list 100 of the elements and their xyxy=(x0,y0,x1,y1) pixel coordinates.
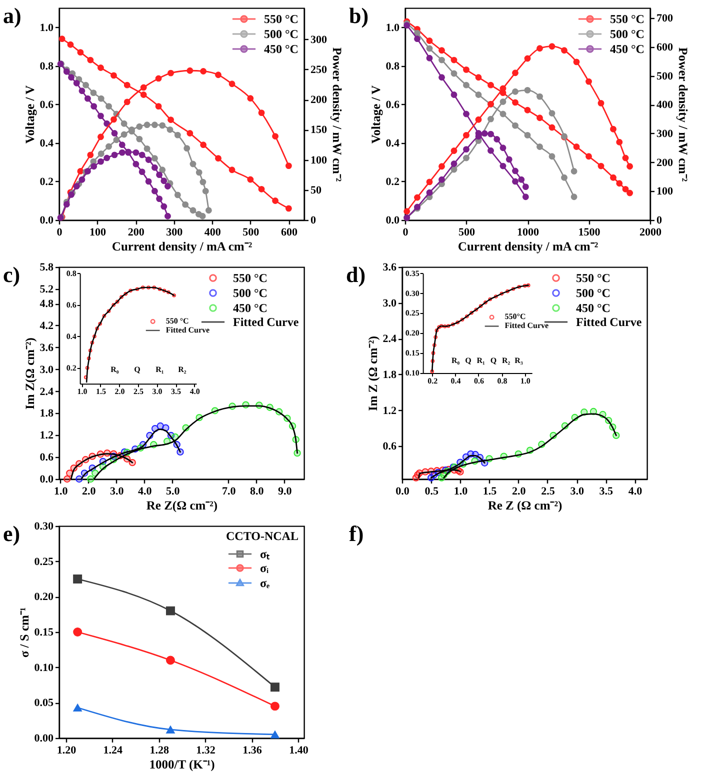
x-axis-title: Re Z (Ω cm⁻²) xyxy=(488,498,562,512)
x-tick-label: 200 xyxy=(128,226,145,238)
legend-title: CCTO-NCAL xyxy=(226,529,298,543)
x-tick-label: 1500 xyxy=(578,226,601,238)
annotation: R₂ xyxy=(178,364,187,374)
chart-title: d) xyxy=(346,262,366,287)
x-tick-label: 1.0 xyxy=(520,376,530,386)
y-tick-label: 0.6 xyxy=(386,98,400,111)
x-axis-title: Current density / mA cm⁻² xyxy=(112,240,252,254)
x-tick-label: 1.32 xyxy=(196,744,216,756)
chart-title: c) xyxy=(3,262,20,287)
y2-tick-label: 700 xyxy=(656,12,674,25)
legend-label: 550 °C xyxy=(610,12,644,26)
x-tick-label: 1.36 xyxy=(242,744,262,756)
y-tick-label: 3.0 xyxy=(40,364,54,376)
legend-label: 450 °C xyxy=(576,301,610,315)
chart-title: b) xyxy=(349,3,369,28)
y-tick-label: 0.4 xyxy=(386,137,400,150)
legend-label: 550 °C xyxy=(166,316,190,326)
x-tick-label: 1.0 xyxy=(77,387,88,396)
y-tick-label: 1.2 xyxy=(40,430,54,442)
x-axis-title: 1000/T (K⁻¹) xyxy=(149,758,215,772)
x-tick-label: 8.0 xyxy=(250,486,264,498)
x-tick-label: 500 xyxy=(458,226,476,238)
x-tick-label: 5.0 xyxy=(166,486,180,498)
x-tick-label: 7.0 xyxy=(222,486,236,498)
legend-label: 450 °C xyxy=(610,42,644,56)
x-tick-label: 300 xyxy=(166,226,184,238)
y-tick-label: 1.0 xyxy=(386,22,400,34)
y2-tick-label: 150 xyxy=(310,124,328,136)
y-tick-label: 0.0 xyxy=(386,214,400,226)
legend-label: 550°C xyxy=(504,312,526,322)
y-tick-label: 1.2 xyxy=(382,404,397,417)
y2-tick-label: 50 xyxy=(310,184,322,196)
y-tick-label: 0.20 xyxy=(405,328,420,338)
y-tick-label: 0.10 xyxy=(405,368,420,378)
chart-title: e) xyxy=(3,521,20,546)
y-tick-label: 0.15 xyxy=(405,348,420,358)
y-tick-label: 0.6 xyxy=(40,98,54,111)
annotation: R₁ xyxy=(156,364,164,374)
y-tick-label: 3.6 xyxy=(382,262,397,274)
x-tick-label: 1.40 xyxy=(289,744,309,756)
y2-tick-label: 0 xyxy=(656,214,662,226)
y-tick-label: 4.2 xyxy=(40,320,54,332)
y-tick-label: 1.8 xyxy=(382,368,397,381)
y-tick-label: 5.8 xyxy=(40,262,54,274)
y-axis-title: Im Z (Ω cm⁻²) xyxy=(366,336,380,412)
y-tick-label: 0.25 xyxy=(405,308,420,318)
x-tick-label: 2.5 xyxy=(541,486,556,498)
annotation: Q xyxy=(134,364,140,374)
y-tick-label: 3.0 xyxy=(382,297,397,310)
y-tick-label: 0.00 xyxy=(34,732,54,744)
y-tick-label: 0.2 xyxy=(386,176,400,188)
x-tick-label: 3.0 xyxy=(110,486,124,498)
x-tick-label: 3.5 xyxy=(599,486,614,498)
x-tick-label: 0.6 xyxy=(474,376,484,386)
x-tick-label: 1.20 xyxy=(56,744,77,756)
y-tick-label: 0.0 xyxy=(40,214,54,226)
legend-label: 450 °C xyxy=(233,301,268,315)
x-axis-title: Re Z(Ω cm⁻²) xyxy=(146,498,218,512)
y-tick-label: 0.10 xyxy=(34,662,54,674)
legend-label: Fitted Curve xyxy=(576,315,642,329)
y-tick-label: 1.0 xyxy=(40,22,54,34)
y-tick-label: 2.4 xyxy=(40,386,54,398)
y-tick-label: 0.4 xyxy=(40,137,54,150)
y-tick-label: 0.20 xyxy=(34,591,54,604)
x-tick-label: 3.0 xyxy=(570,486,584,498)
legend-label: σᵢ xyxy=(260,561,269,575)
legend-label: 550 °C xyxy=(576,271,610,285)
x-tick-label: 4.0 xyxy=(190,387,200,396)
y-tick-label: 0.0 xyxy=(40,474,54,486)
legend-label: Fitted Curve xyxy=(233,315,300,329)
x-tick-label: 0.0 xyxy=(396,486,410,498)
x-tick-label: 1000 xyxy=(517,226,540,238)
legend-label: 550 °C xyxy=(233,271,268,285)
y-tick-label: 0.35 xyxy=(405,268,420,278)
legend-label: Fitted Curve xyxy=(504,321,550,330)
x-tick-label: 2.0 xyxy=(512,486,526,498)
legend-label: 450 °C xyxy=(264,42,298,56)
x-tick-label: 2.0 xyxy=(82,486,96,498)
y2-tick-label: 200 xyxy=(310,94,328,106)
y-tick-label: 1.8 xyxy=(40,408,54,420)
annotation: Q xyxy=(465,356,472,366)
x-tick-label: 4.0 xyxy=(138,486,152,498)
chart-title: a) xyxy=(3,3,22,28)
y-tick-label: 0.6 xyxy=(66,300,76,310)
y2-tick-label: 0 xyxy=(310,214,316,226)
y2-tick-label: 600 xyxy=(656,41,674,54)
x-tick-label: 1.0 xyxy=(54,486,68,498)
annotation: R₀ xyxy=(451,356,460,366)
y-tick-label: 0.25 xyxy=(34,556,54,568)
x-tick-label: 1.5 xyxy=(96,387,106,396)
x-tick-label: 2.5 xyxy=(134,387,144,396)
legend-label: 500 °C xyxy=(610,27,644,41)
annotation: R₁ xyxy=(476,356,486,366)
y2-tick-label: 300 xyxy=(656,128,674,140)
y-axis-title: Im Z(Ω cm⁻²) xyxy=(22,338,37,410)
x-tick-label: 1.5 xyxy=(482,486,498,498)
x-tick-label: 3.0 xyxy=(152,387,162,396)
x-tick-label: 0 xyxy=(56,226,63,238)
